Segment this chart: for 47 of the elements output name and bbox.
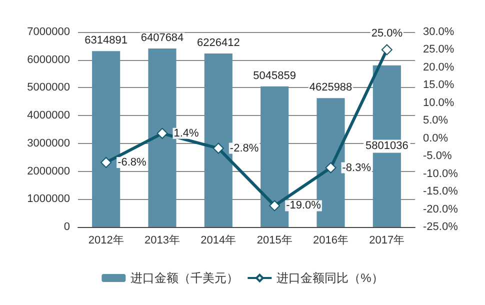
point	[269, 200, 280, 212]
y2-tick-label: 10.0%	[423, 96, 454, 109]
y-tick-label: 7000000	[27, 26, 70, 38]
y2-tick-label: 5.0%	[423, 114, 448, 127]
data-label: 5801036	[366, 140, 408, 152]
point	[100, 156, 112, 168]
data-label: 4625988	[309, 82, 352, 94]
legend-label: 进口金额（千美元）	[130, 271, 239, 285]
y2-tick-label: -25.0%	[423, 221, 458, 233]
data-label: 25.0%	[371, 28, 403, 40]
bar	[148, 48, 176, 227]
x-tick-label: 2016年	[313, 234, 348, 246]
y-tick-label: 3000000	[27, 137, 70, 150]
y2-tick-label: -5.0%	[423, 150, 452, 162]
y2-tick-label: 15.0%	[423, 79, 454, 92]
data-label: 1.4%	[174, 127, 200, 140]
x-tick-label: 2014年	[200, 234, 236, 246]
y2-tick-label: -20.0%	[423, 203, 458, 216]
point	[156, 128, 168, 139]
point	[212, 142, 224, 154]
legend-label: 进口金额同比（%）	[276, 271, 384, 285]
point	[325, 162, 336, 174]
y2-tick-label: -10.0%	[423, 168, 458, 180]
x-tick-label: 2013年	[144, 234, 180, 246]
data-label: 6314891	[84, 34, 128, 47]
x-tick-label: 2017年	[369, 234, 405, 246]
y2-tick-label: 0.0%	[423, 132, 448, 144]
y2-tick-label: -15.0%	[423, 186, 458, 198]
data-label: -2.8%	[230, 142, 259, 154]
data-label: 5045859	[253, 70, 296, 82]
y-tick-label: 4000000	[27, 110, 70, 122]
data-label: 6226412	[197, 37, 240, 50]
data-label: 6407684	[140, 32, 184, 44]
y-tick-label: 1000000	[27, 193, 70, 206]
x-tick-label: 2012年	[88, 234, 124, 246]
data-label: -19.0%	[286, 200, 322, 212]
y2-tick-label: 25.0%	[423, 44, 454, 56]
data-label: -6.8%	[118, 156, 147, 168]
y-tick-label: 6000000	[27, 54, 70, 66]
y2-tick-label: 30.0%	[423, 26, 454, 38]
y-tick-label: 5000000	[27, 82, 70, 94]
data-label: -8.3%	[342, 162, 372, 174]
y2-tick-label: 20.0%	[423, 61, 454, 74]
point	[381, 44, 392, 56]
x-tick-label: 2015年	[256, 234, 292, 246]
y-tick-label: 0	[64, 221, 70, 233]
y-tick-label: 2000000	[27, 165, 70, 178]
